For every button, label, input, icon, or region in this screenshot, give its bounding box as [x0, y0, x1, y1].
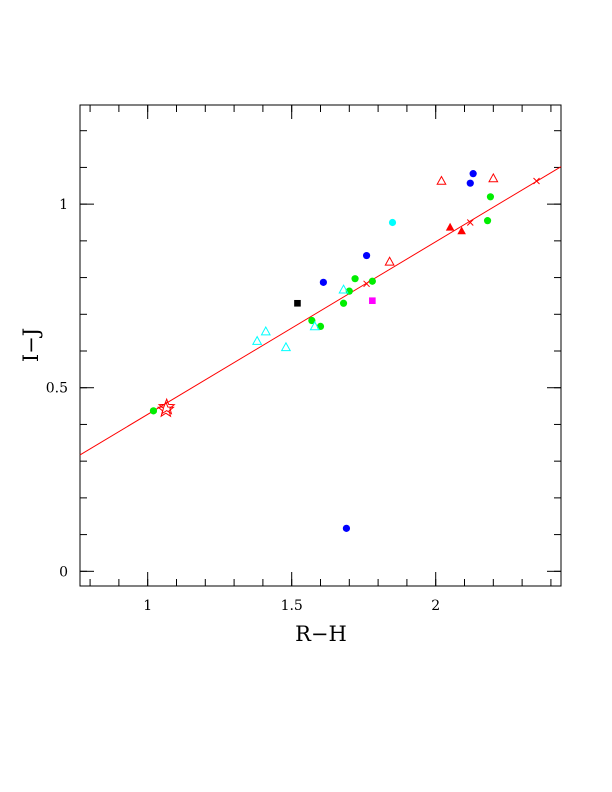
- y-tick-label: 0.5: [46, 381, 68, 397]
- data-points-layer: [149, 170, 540, 532]
- data-point-circle: [483, 217, 492, 225]
- data-point-star: [157, 397, 176, 415]
- data-point-circle: [469, 170, 477, 178]
- data-point-circle: [351, 275, 359, 283]
- data-point-cross: [533, 177, 540, 185]
- plot-frame-layer: [79, 104, 562, 587]
- data-point-cross: [363, 280, 370, 288]
- y-tick-label: 1: [59, 197, 68, 213]
- tick-labels-layer: 1 1.5 2 0 0.5 1: [46, 197, 440, 614]
- data-point-circle: [308, 316, 316, 325]
- data-point-open-triangle: [488, 172, 499, 183]
- x-tick-label: 1.5: [281, 598, 303, 614]
- data-point-open-triangle: [251, 335, 263, 345]
- data-point-circle: [362, 251, 371, 260]
- data-point-circle: [339, 299, 348, 307]
- axis-ticks-layer: [80, 105, 561, 586]
- x-tick-label: 2: [431, 598, 440, 614]
- data-point-circle: [368, 277, 376, 285]
- data-point-open-triangle: [384, 256, 395, 266]
- data-point-circle: [149, 407, 158, 415]
- data-point-circle: [388, 218, 397, 227]
- data-point-square: [294, 299, 301, 307]
- data-point-circle: [466, 179, 474, 187]
- data-point-open-triangle: [436, 175, 447, 185]
- data-point-cross: [466, 219, 474, 226]
- data-point-circle: [342, 524, 351, 532]
- data-point-triangle: [457, 226, 466, 235]
- y-axis-title: I−J: [19, 328, 43, 362]
- x-tick-label: 1: [143, 598, 152, 614]
- data-point-square: [369, 297, 376, 305]
- y-tick-label: 0: [59, 564, 68, 580]
- plot-frame: [79, 104, 562, 587]
- data-point-open-triangle: [260, 326, 271, 336]
- data-point-open-triangle: [309, 320, 320, 331]
- data-point-circle: [316, 322, 325, 331]
- data-point-circle: [486, 193, 495, 201]
- data-point-triangle: [445, 222, 455, 231]
- x-axis-title: R−H: [295, 622, 347, 646]
- data-point-open-triangle: [280, 341, 292, 352]
- data-point-circle: [319, 278, 327, 286]
- data-point-star: [156, 400, 175, 418]
- data-point-open-triangle: [338, 284, 349, 294]
